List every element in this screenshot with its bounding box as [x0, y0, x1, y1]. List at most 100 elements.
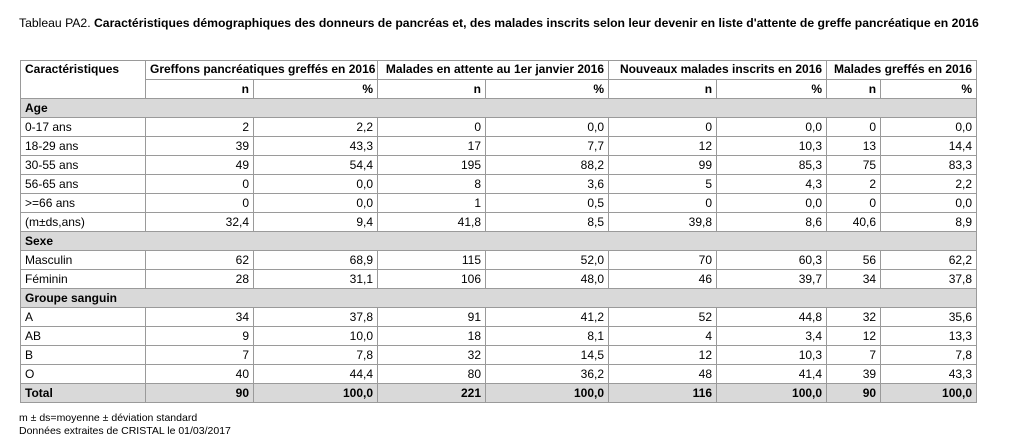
cell-count: 13: [826, 136, 882, 156]
cell-count: 75: [826, 155, 882, 175]
row-label: 30-55 ans: [20, 155, 146, 175]
cell-count: 0: [145, 174, 254, 194]
table-row: >=66 ans 0 0,0 1 0,5 0 0,0 0 0,0: [20, 193, 978, 213]
table-row: 0-17 ans 2 2,2 0 0,0 0 0,0 0 0,0: [20, 117, 978, 137]
cell-count: 2: [826, 174, 882, 194]
cell-percent: 85,3: [716, 155, 828, 175]
total-row: Total 90 100,0 221 100,0 116 100,0 90 100,0: [20, 383, 978, 403]
column-header-characteristics: Caractéristiques: [20, 60, 146, 99]
caption-prefix: Tableau PA2.: [19, 16, 91, 30]
table-row: (m±ds,ans) 32,4 9,4 41,8 8,5 39,8 8,6 40,6 8,9: [20, 212, 978, 232]
cell-percent: 36,2: [485, 364, 610, 384]
table-row: AB 9 10,0 18 8,1 4 3,4 12 13,3: [20, 326, 978, 346]
footnote-legend: m ± ds=moyenne ± déviation standard: [19, 412, 198, 424]
cell-percent: 8,1: [485, 326, 610, 346]
demographics-table: Caractéristiques Greffons pancréatiques …: [19, 60, 978, 403]
cell-percent: 37,8: [880, 269, 978, 289]
cell-count: 40: [145, 364, 254, 384]
cell-percent: 0,0: [880, 193, 978, 213]
cell-percent: 10,3: [716, 136, 828, 156]
table-row: Féminin 28 31,1 106 48,0 46 39,7 34 37,8: [20, 269, 978, 289]
row-label: AB: [20, 326, 146, 346]
cell-count: 0: [608, 117, 718, 137]
cell-percent: 88,2: [485, 155, 610, 175]
cell-count: 48: [608, 364, 718, 384]
cell-count: 12: [826, 326, 882, 346]
cell-percent: 37,8: [252, 307, 379, 327]
row-label: B: [20, 345, 146, 365]
cell-percent: 8,5: [485, 212, 610, 232]
cell-count: 115: [377, 250, 487, 270]
cell-count: 2: [145, 117, 254, 137]
table-row: Masculin 62 68,9 115 52,0 70 60,3 56 62,2: [20, 250, 978, 270]
cell-percent: 14,4: [880, 136, 978, 156]
cell-count: 17: [377, 136, 487, 156]
cell-count: 195: [377, 155, 487, 175]
cell-percent: 0,0: [252, 193, 379, 213]
cell-percent: 2,2: [880, 174, 978, 194]
cell-percent: 0,0: [252, 174, 379, 194]
cell-count: 0: [145, 193, 254, 213]
section-title: Sexe: [19, 231, 978, 251]
subheader-n: n: [608, 79, 718, 99]
cell-count: 62: [145, 250, 254, 270]
column-header-grafted-organs: Greffons pancréatiques greffés en 2016: [144, 60, 379, 80]
column-header-waiting-patients: Malades en attente au 1er janvier 2016: [377, 60, 610, 80]
table-row: B 7 7,8 32 14,5 12 10,3 7 7,8: [20, 345, 978, 365]
cell-percent: 60,3: [716, 250, 828, 270]
total-percent: 100,0: [880, 383, 978, 403]
section-title: Groupe sanguin: [19, 288, 978, 308]
cell-percent: 68,9: [252, 250, 379, 270]
cell-percent: 41,2: [485, 307, 610, 327]
cell-count: 7: [145, 345, 254, 365]
cell-percent: 43,3: [880, 364, 978, 384]
cell-count: 12: [608, 136, 718, 156]
cell-count: 32: [377, 345, 487, 365]
cell-percent: 39,7: [716, 269, 828, 289]
cell-percent: 8,9: [880, 212, 978, 232]
subheader-n: n: [826, 79, 882, 99]
cell-percent: 4,3: [716, 174, 828, 194]
cell-percent: 0,0: [716, 193, 828, 213]
cell-count: 0: [826, 117, 882, 137]
cell-percent: 44,8: [716, 307, 828, 327]
caption-text: Caractéristiques démographiques des donn…: [93, 16, 979, 30]
cell-count: 39,8: [608, 212, 718, 232]
total-label: Total: [20, 383, 146, 403]
row-label: 0-17 ans: [20, 117, 146, 137]
cell-count: 34: [145, 307, 254, 327]
cell-count: 106: [377, 269, 487, 289]
cell-count: 39: [145, 136, 254, 156]
cell-count: 4: [608, 326, 718, 346]
cell-count: 32,4: [145, 212, 254, 232]
cell-percent: 31,1: [252, 269, 379, 289]
cell-count: 9: [145, 326, 254, 346]
section-header-row: Groupe sanguin: [19, 288, 978, 308]
cell-count: 5: [608, 174, 718, 194]
table-row: 18-29 ans 39 43,3 17 7,7 12 10,3 13 14,4: [20, 136, 978, 156]
cell-count: 0: [826, 193, 882, 213]
total-count: 221: [377, 383, 487, 403]
row-label: O: [20, 364, 146, 384]
table-row: 56-65 ans 0 0,0 8 3,6 5 4,3 2 2,2: [20, 174, 978, 194]
cell-percent: 35,6: [880, 307, 978, 327]
column-header-new-patients: Nouveaux malades inscrits en 2016: [608, 60, 828, 80]
cell-percent: 44,4: [252, 364, 379, 384]
row-label: Masculin: [20, 250, 146, 270]
table-body: Age 0-17 ans 2 2,2 0 0,0 0 0,0 0 0,0 18-29 ans 39 43…: [19, 98, 978, 403]
cell-percent: 43,3: [252, 136, 379, 156]
row-label: >=66 ans: [20, 193, 146, 213]
cell-count: 41,8: [377, 212, 487, 232]
cell-count: 39: [826, 364, 882, 384]
cell-percent: 13,3: [880, 326, 978, 346]
cell-percent: 7,7: [485, 136, 610, 156]
cell-count: 99: [608, 155, 718, 175]
cell-count: 40,6: [826, 212, 882, 232]
cell-count: 49: [145, 155, 254, 175]
cell-count: 32: [826, 307, 882, 327]
cell-count: 8: [377, 174, 487, 194]
cell-percent: 3,6: [485, 174, 610, 194]
cell-percent: 48,0: [485, 269, 610, 289]
cell-count: 18: [377, 326, 487, 346]
cell-percent: 62,2: [880, 250, 978, 270]
